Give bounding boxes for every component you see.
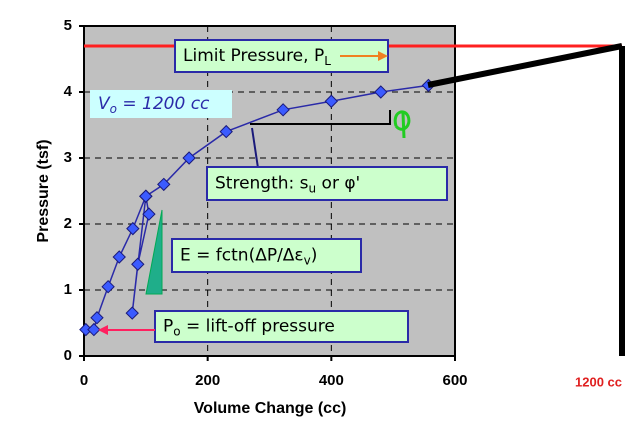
arrow-head: [98, 325, 108, 335]
annotation-sub: L: [324, 54, 331, 68]
annotation-text: Limit Pressure, PL: [183, 46, 331, 68]
y-tick-label: 3: [64, 149, 72, 166]
data-point: [157, 177, 171, 192]
data-point: [219, 124, 233, 139]
y-tick-label: 1: [64, 281, 72, 298]
data-point: [139, 189, 153, 203]
y-tick-label: 0: [64, 347, 72, 364]
data-point: [324, 94, 339, 108]
annotation-box: [90, 90, 232, 118]
annotation-main: Limit Pressure, P: [183, 46, 324, 66]
annotation-box: [206, 166, 448, 201]
y-tick-label: 5: [64, 17, 72, 34]
x-axis-label: Volume Change (cc): [194, 400, 347, 417]
tangent: [250, 110, 391, 125]
pointer: [251, 127, 259, 169]
x-tick-label: 400: [319, 372, 344, 389]
annotation-text: E = fctn(ΔP/Δεv): [180, 246, 317, 268]
annotation-after: = lift-off pressure: [181, 317, 335, 337]
x-tick-label: 600: [442, 372, 467, 389]
data-point: [125, 306, 139, 320]
data-point: [142, 207, 156, 221]
annotation-main: Strength: s: [215, 174, 309, 194]
plot-frame: [83, 25, 456, 357]
annotation-sub: v: [304, 253, 311, 267]
data-point: [87, 322, 101, 337]
annotation-box: [171, 238, 362, 273]
data-point: [126, 221, 140, 236]
annotation-sub: o: [173, 324, 180, 338]
slope-triangle: [145, 209, 163, 295]
side-label: 1200 cc: [575, 374, 622, 389]
annotation-box: [154, 310, 409, 343]
annotation-after: ): [311, 246, 318, 266]
annotation-main: V: [98, 94, 111, 114]
y-axis-label: Pressure (tsf): [35, 139, 52, 242]
annotation-main: P: [163, 317, 173, 337]
handwriting: [393, 110, 411, 139]
arrow-head: [378, 51, 388, 61]
data-point: [90, 311, 104, 325]
data-point: [112, 250, 126, 264]
annotation-sub: u: [309, 181, 317, 195]
data-point: [276, 103, 290, 117]
y-tick-label: 2: [64, 215, 72, 232]
data-point: [374, 85, 388, 99]
annotation-after: or φ': [316, 174, 360, 194]
data-line: [85, 84, 429, 331]
annotation-main: E = fctn(ΔP/Δε: [180, 246, 304, 266]
annotation-after: = 1200 cc: [117, 94, 210, 114]
x-tick-label: 0: [80, 372, 88, 389]
annotation-text: Po = lift-off pressure: [163, 317, 335, 339]
data-point: [101, 279, 115, 294]
data-point: [131, 257, 145, 271]
y-tick-label: 4: [64, 83, 73, 100]
data-point: [182, 151, 196, 165]
annotation-text: Strength: su or φ': [215, 174, 360, 196]
guide-line: [427, 43, 623, 88]
annotation-text: Vo = 1200 cc: [98, 94, 210, 116]
annotation-sub: o: [110, 102, 117, 116]
x-tick-label: 200: [195, 372, 220, 389]
